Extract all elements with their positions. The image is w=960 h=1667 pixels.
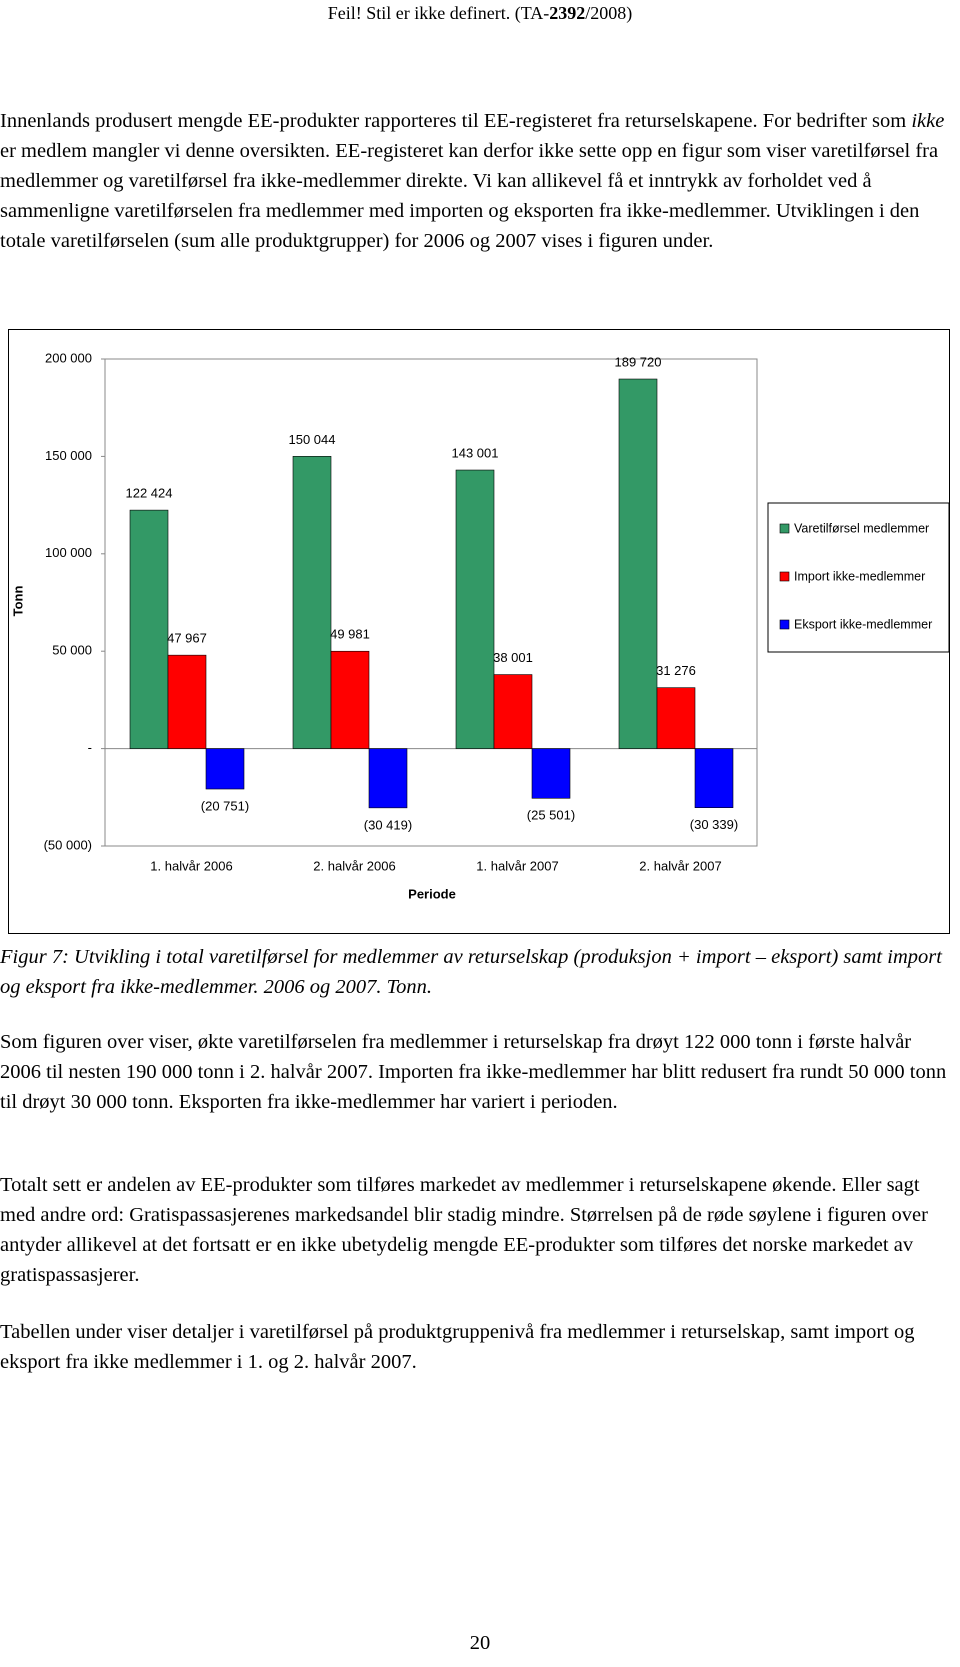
chart: Tonn Periode (50 000) - 50 000 100 000 150 0… [8,329,950,934]
header-text: 2392 [549,3,586,23]
y-tick-label: (50 000) [44,837,92,852]
header-text: Feil! Stil er ikke definert. (TA- [327,3,550,23]
x-tick-label: 2. halvår 2006 [313,858,395,873]
bar [129,509,169,749]
legend-swatch [779,571,790,582]
bar [205,748,245,790]
data-label: 150 044 [289,432,336,447]
paragraph: Innenlands produsert mengde EE-produkter… [0,106,952,256]
data-label: 49 981 [330,627,370,642]
bar [292,456,332,749]
bar [455,469,495,749]
y-tick-label: 50 000 [52,643,92,658]
y-axis-label: Tonn [10,586,25,617]
running-header: Feil! Stil er ikke definert. (TA-2392/20… [0,0,960,26]
paragraph: Som figuren over viser, økte varetilførs… [0,1031,947,1113]
data-label: (30 339) [690,817,738,832]
text: er medlem mangler vi denne oversikten. E… [0,140,939,252]
legend-swatch [779,523,790,534]
legend-label: Import ikke-medlemmer [794,569,925,583]
data-label: 189 720 [615,354,662,369]
x-tick-label: 1. halvår 2007 [476,858,558,873]
data-label: (25 501) [527,808,575,823]
bar [167,654,207,749]
bar [368,748,408,809]
page-number: 20 [469,1632,491,1654]
y-tick-label: 100 000 [45,545,92,560]
data-label: 38 001 [493,650,533,665]
legend-label: Varetilførsel medlemmer [794,521,929,535]
data-label: (30 419) [364,817,412,832]
figure-caption: Figur 7: Utvikling i total varetilførsel… [0,946,942,998]
text: ikke [911,110,945,132]
bar [493,674,533,749]
header-text: /2008) [585,3,633,23]
data-label: 143 001 [452,445,499,460]
bar [656,687,696,749]
x-tick-label: 1. halvår 2006 [150,858,232,873]
data-label: 31 276 [656,663,696,678]
legend-label: Eksport ikke-medlemmer [794,617,932,631]
data-label: (20 751) [201,798,249,813]
bar [330,650,370,749]
legend [767,502,950,653]
paragraph: Tabellen under viser detaljer i varetilf… [0,1321,915,1373]
text: Innenlands produsert mengde EE-produkter… [0,110,912,132]
data-label: 122 424 [126,486,173,501]
x-axis-label: Periode [408,886,456,901]
data-label: 47 967 [167,631,207,646]
x-tick-label: 2. halvår 2007 [639,858,721,873]
bar [531,748,571,799]
y-tick-label: 200 000 [45,350,92,365]
bar [694,748,734,809]
y-tick-label: - [88,740,92,755]
y-tick-label: 150 000 [45,448,92,463]
bar [618,378,658,749]
plot-area [104,358,758,847]
legend-swatch [779,619,790,630]
paragraph: Totalt sett er andelen av EE-produkter s… [0,1174,928,1286]
